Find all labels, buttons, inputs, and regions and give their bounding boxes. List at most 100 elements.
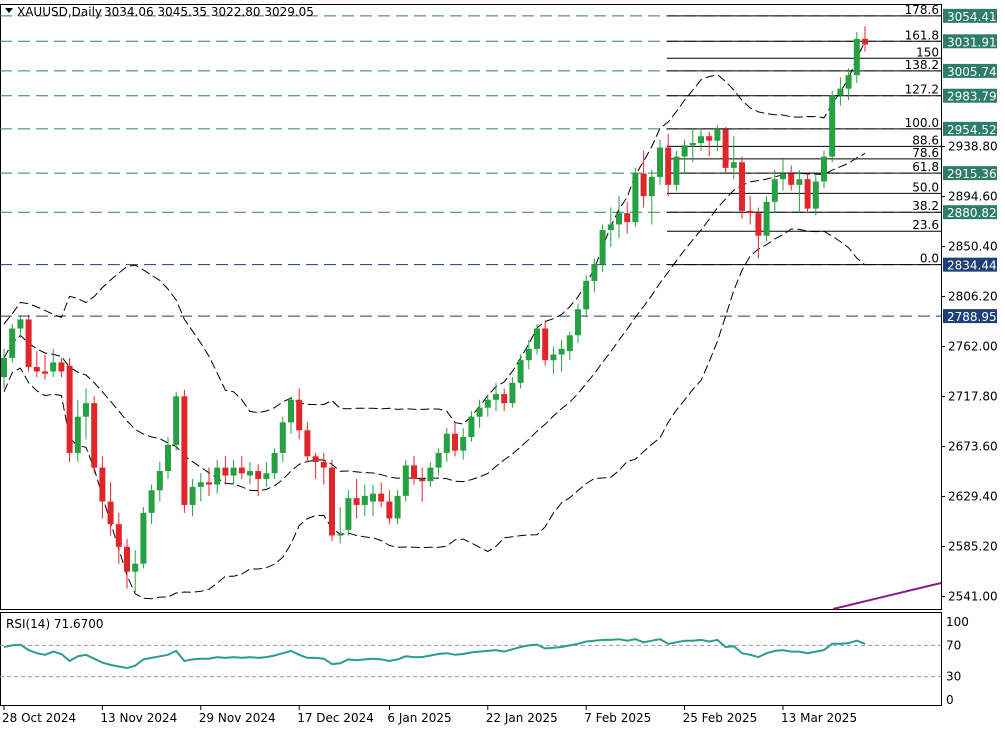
price-tag-label: 2915.36 <box>947 167 997 181</box>
price-tick-label: 2629.40 <box>948 490 998 504</box>
bullish-candle <box>714 129 721 141</box>
price-tag-box <box>943 8 997 23</box>
bearish-candle <box>452 433 458 451</box>
price-panel-frame <box>0 4 942 610</box>
price-tick-label: 2717.80 <box>948 390 998 404</box>
bullish-candle <box>771 179 778 202</box>
trend-line[interactable] <box>832 582 942 610</box>
chart-title: XAUUSD,Daily <box>17 5 102 19</box>
bullish-candle <box>730 162 737 168</box>
bullish-candle <box>288 399 294 423</box>
price-axis: 2541.00 2585.20 2629.40 2673.60 2717.80 2762.… <box>941 140 998 604</box>
fib-level-label: 150 <box>916 45 939 59</box>
date-tick-label: 29 Nov 2024 <box>199 711 276 725</box>
fib-level-label: 23.6 <box>912 218 939 232</box>
date-tick-label: 13 Nov 2024 <box>100 711 177 725</box>
bullish-candle <box>698 136 704 143</box>
price-tag-box <box>943 34 997 49</box>
date-axis: 28 Oct 2024 13 Nov 2024 29 Nov 2024 17 Dec … <box>2 706 857 725</box>
bearish-candle <box>99 467 106 502</box>
bullish-candle <box>657 147 663 177</box>
candles-layer <box>1 26 868 593</box>
bullish-candle <box>427 467 434 482</box>
bearish-candle <box>312 456 319 462</box>
price-tag-label: 3031.91 <box>947 35 997 49</box>
bullish-candle <box>83 403 89 417</box>
bearish-candle <box>411 465 417 479</box>
fib-level-label: 38.2 <box>912 199 939 213</box>
price-tag-box <box>943 205 997 220</box>
bullish-candle <box>50 362 57 372</box>
bearish-candle <box>788 173 795 185</box>
symbol-menu-icon[interactable] <box>5 8 13 13</box>
price-tag-label: 3005.74 <box>947 65 997 79</box>
rsi-line <box>3 638 866 670</box>
bearish-candle <box>706 136 713 141</box>
bullish-candle <box>189 486 196 505</box>
rsi-tick-label: 100 <box>946 615 969 629</box>
bullish-candle <box>607 224 614 231</box>
date-tick-label: 25 Feb 2025 <box>683 711 758 725</box>
band-upper-line <box>3 41 866 425</box>
horizontal-levels-layer <box>0 15 941 317</box>
price-tag-label: 2788.95 <box>947 310 997 324</box>
bullish-candle <box>689 142 696 146</box>
bullish-candle <box>132 563 139 572</box>
fib-level-label: 127.2 <box>905 83 939 97</box>
bullish-candle <box>812 181 819 209</box>
price-tag-label: 2880.82 <box>947 206 997 220</box>
price-tag-box <box>943 88 997 103</box>
price-tag-box <box>943 257 997 272</box>
bullish-candle <box>247 471 253 476</box>
bullish-candle <box>148 490 155 513</box>
bearish-candle <box>33 366 40 372</box>
bullish-candle <box>279 422 286 453</box>
bullish-candle <box>9 328 16 358</box>
bullish-candle <box>443 433 450 453</box>
bearish-candle <box>206 482 212 485</box>
fib-level-label: 0.0 <box>920 252 939 266</box>
bullish-candle <box>435 452 442 468</box>
date-tick-label: 6 Jan 2025 <box>387 711 451 725</box>
price-tick-label: 2541.00 <box>948 590 998 604</box>
bearish-candle <box>58 362 65 372</box>
date-tick-label: 28 Oct 2024 <box>2 711 76 725</box>
bearish-candle <box>739 162 745 211</box>
bullish-candle <box>263 473 270 479</box>
bullish-candle <box>575 309 581 336</box>
bullish-candle <box>214 467 221 485</box>
fib-level-label: 61.8 <box>912 160 939 174</box>
bullish-candle <box>673 156 680 185</box>
bullish-candle <box>829 95 836 157</box>
rsi-tick-label: 70 <box>946 638 961 652</box>
bullish-candle <box>796 179 803 185</box>
bearish-candle <box>804 179 811 209</box>
band-lower-line <box>3 228 866 600</box>
price-tick-label: 2850.40 <box>948 240 998 254</box>
bearish-candle <box>624 213 631 223</box>
price-tag-box <box>943 166 997 181</box>
bollinger-bands-layer <box>3 41 866 600</box>
bearish-candle <box>107 501 114 525</box>
bearish-candle <box>115 524 122 547</box>
bullish-candle <box>337 534 344 536</box>
bearish-candle <box>238 467 245 474</box>
price-tick-label: 2673.60 <box>948 440 998 454</box>
fib-level-label: 100.0 <box>905 116 939 130</box>
price-tag-box <box>943 63 997 78</box>
date-tick-label: 13 Mar 2025 <box>781 711 857 725</box>
date-tick-label: 7 Feb 2025 <box>584 711 651 725</box>
bullish-candle <box>616 213 622 225</box>
price-tick-label: 2894.60 <box>948 190 998 204</box>
rsi-layer: 100 70 30 0 <box>0 615 969 707</box>
bearish-candle <box>91 403 98 468</box>
bullish-candle <box>1 357 7 378</box>
price-tag-label: 2834.44 <box>947 259 997 273</box>
bearish-candle <box>665 147 672 185</box>
bullish-candle <box>837 88 844 96</box>
date-tick-label: 22 Jan 2025 <box>486 711 558 725</box>
bearish-candle <box>386 501 393 519</box>
rsi-tick-label: 30 <box>946 670 961 684</box>
